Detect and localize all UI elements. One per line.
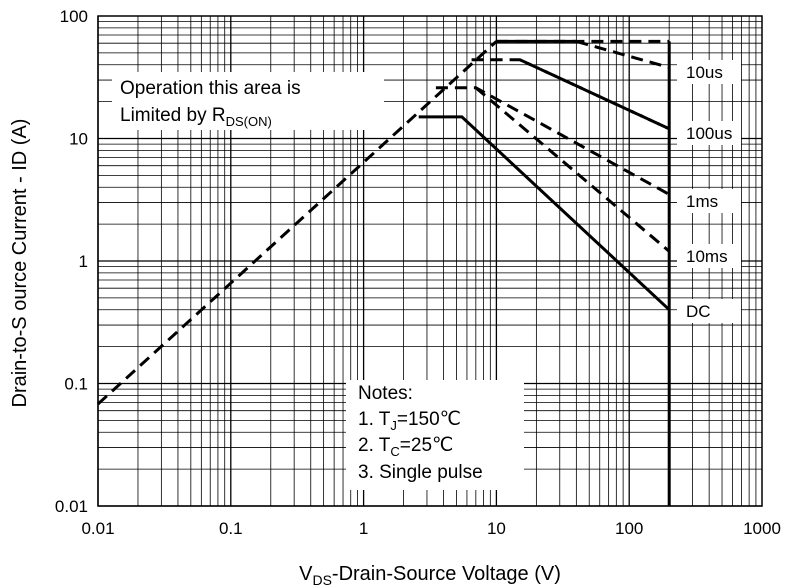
notes-line-1-pre: 1. T (358, 409, 391, 430)
curves (96, 39, 671, 506)
x-axis-title-main: V (299, 563, 313, 585)
x-tick-label: 1000 (743, 519, 781, 538)
curve-pulse-segment-3 (474, 86, 671, 253)
y-tick-label: 0.1 (64, 375, 88, 394)
notes-title: Notes: (358, 383, 413, 404)
curve-dc (418, 115, 671, 311)
curve-pulse-segment-2 (519, 58, 670, 131)
x-tick-label: 0.01 (81, 519, 114, 538)
plot-frame (97, 15, 763, 507)
annotation-line-1: Operation this area is (120, 78, 301, 99)
x-tick-label: 100 (615, 519, 643, 538)
curve-1ms (435, 86, 670, 196)
annotation-line-2-text: Limited by R (120, 105, 226, 126)
x-tick-label: 10 (487, 519, 506, 538)
notes-line-1: 1. TJ=150℃ (358, 409, 461, 433)
notes-box (346, 380, 524, 490)
label-box-10ms (677, 244, 741, 268)
label-100us: 100us (686, 124, 732, 143)
x-axis-title: VDS-Drain-Source Voltage (V) (299, 563, 561, 587)
x-tick-label: 1 (359, 519, 368, 538)
label-box-100us (677, 121, 741, 145)
label-10ms: 10ms (686, 247, 728, 266)
curve-rds-on-limit (96, 40, 498, 406)
y-tick-label: 100 (60, 7, 88, 26)
y-tick-label: 10 (69, 130, 88, 149)
notes-line-2: 2. TC=25℃ (358, 435, 453, 459)
notes-line-2-pre: 2. T (358, 435, 391, 456)
annotation-line-2: Limited by RDS(ON) (120, 105, 272, 129)
label-box-10us (677, 60, 741, 84)
y-tick-label: 0.01 (55, 497, 88, 516)
notes-line-1-sub: J (390, 418, 397, 433)
y-tick-label: 1 (79, 252, 88, 271)
label-dc: DC (686, 302, 711, 321)
label-1ms: 1ms (686, 192, 718, 211)
label-box-dc (677, 299, 741, 323)
curve-100us (471, 58, 670, 131)
x-axis-title-sub: DS (312, 572, 331, 587)
label-10us: 10us (686, 63, 723, 82)
annotation-subscript: DS(ON) (226, 114, 272, 129)
notes-line-3: 3. Single pulse (358, 462, 483, 483)
y-axis-title: Drain-to-S ource Current - ID (A) (9, 119, 31, 408)
x-tick-labels: 0.01 0.1 1 10 100 1000 (81, 519, 780, 538)
notes-line-2-sub: C (390, 444, 399, 459)
annotation-box (112, 72, 384, 130)
x-axis-title-rest: -Drain-Source Voltage (V) (332, 563, 561, 585)
y-tick-labels: 100 10 1 0.1 0.01 (55, 7, 88, 516)
notes-line-2-post: =25℃ (400, 435, 454, 456)
x-tick-label: 0.1 (219, 519, 243, 538)
label-box-1ms (677, 189, 741, 213)
notes-line-1-post: =150℃ (397, 409, 461, 430)
curve-pulse-segment-1 (575, 39, 670, 69)
